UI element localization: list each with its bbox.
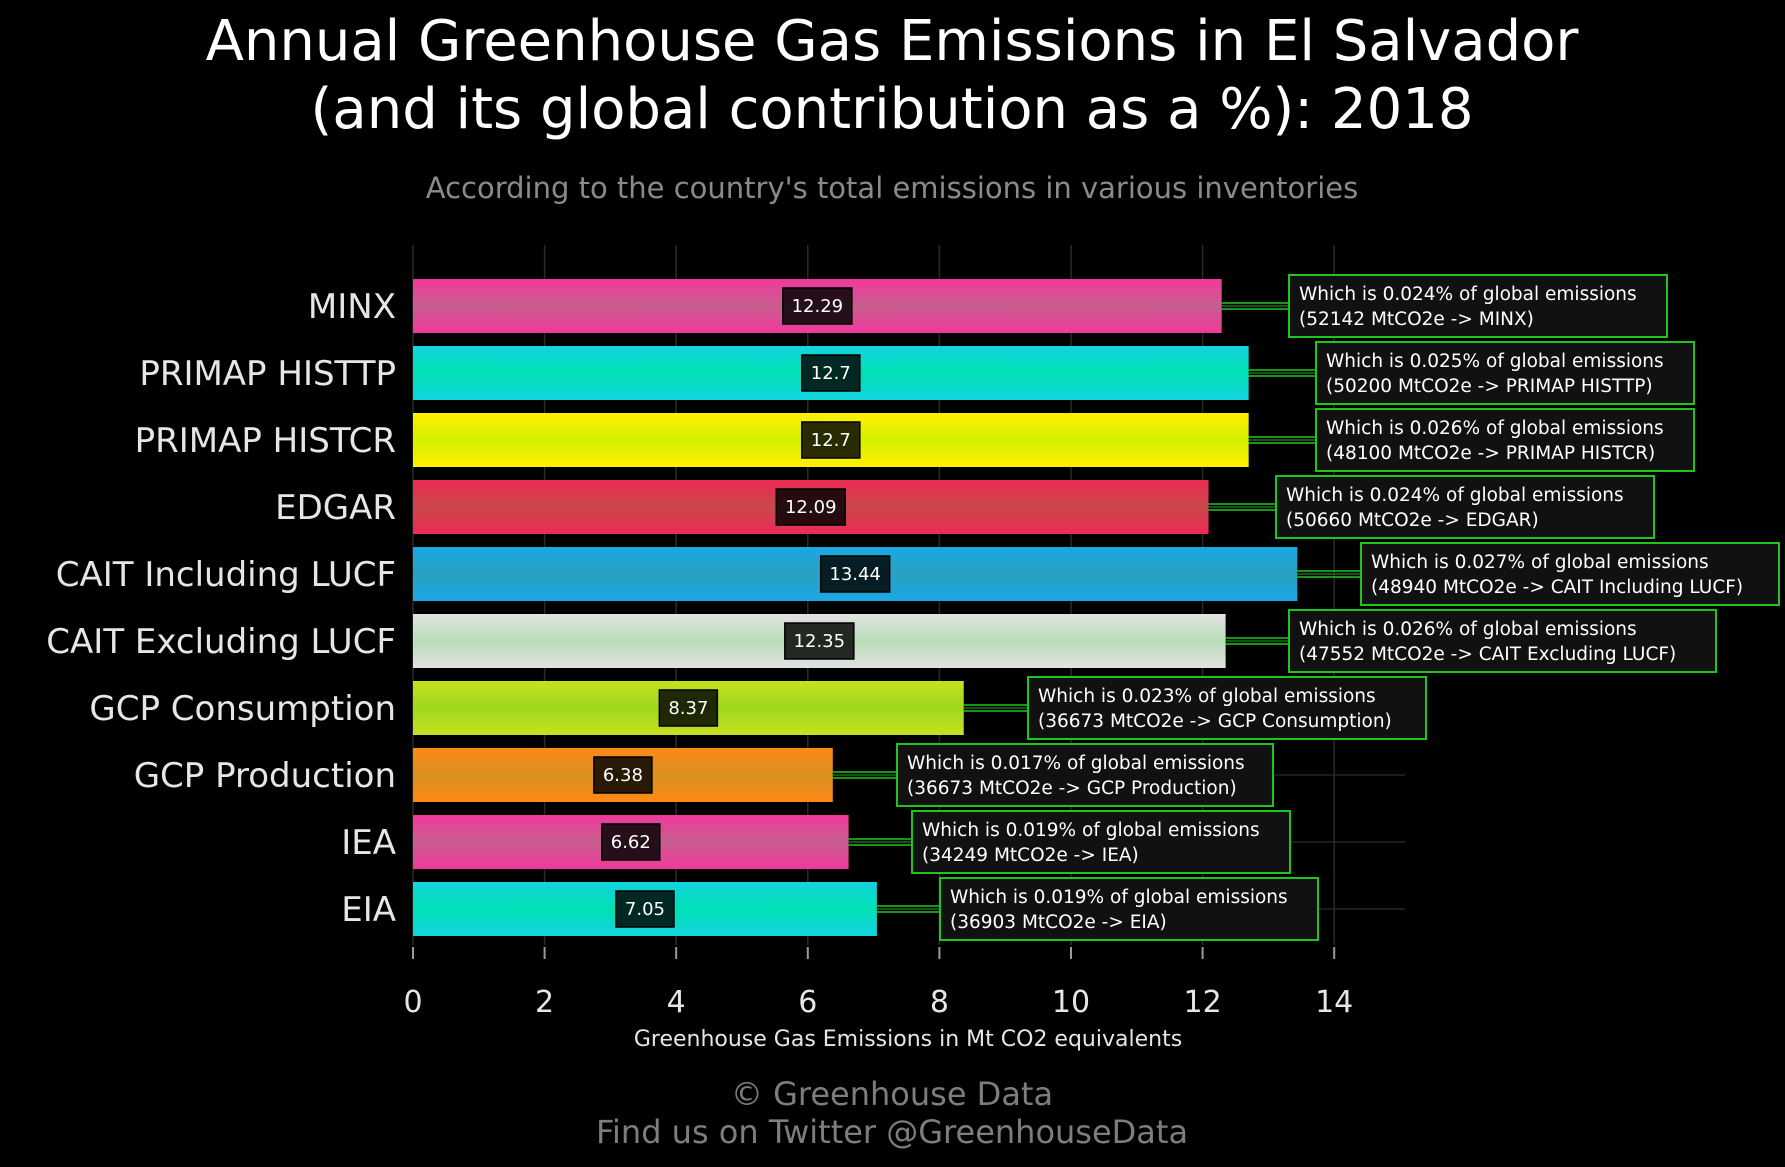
value-label: 12.35	[794, 631, 846, 652]
annotation-box	[1288, 609, 1717, 673]
annotation-line-2: (48100 MtCO2e -> PRIMAP HISTCR)	[1326, 443, 1655, 464]
value-label-box	[601, 823, 661, 861]
x-tick-label: 2	[535, 985, 554, 1020]
x-tick-label: 12	[1184, 985, 1222, 1020]
value-label: 12.09	[785, 497, 837, 518]
category-label: IEA	[341, 823, 396, 863]
value-label: 7.05	[625, 899, 665, 920]
annotation-line-2: (52142 MtCO2e -> MINX)	[1299, 309, 1534, 330]
chart-title-line-2: (and its global contribution as a %): 20…	[311, 77, 1474, 142]
value-label: 12.7	[811, 430, 851, 451]
value-label-box	[593, 756, 653, 794]
annotation-line-1: Which is 0.027% of global emissions	[1371, 552, 1709, 573]
annotation-box	[1360, 542, 1780, 606]
annotation-line-2: (47552 MtCO2e -> CAIT Excluding LUCF)	[1299, 644, 1676, 665]
value-label: 12.29	[792, 296, 844, 317]
annotation-line-1: Which is 0.025% of global emissions	[1326, 351, 1664, 372]
footer-twitter: Find us on Twitter @GreenhouseData	[596, 1113, 1188, 1151]
annotation-box	[896, 743, 1274, 807]
annotation-box	[1288, 274, 1668, 338]
annotation-box	[911, 810, 1291, 874]
x-tick-label: 4	[667, 985, 686, 1020]
value-label-box	[658, 689, 719, 727]
annotation-line-2: (36673 MtCO2e -> GCP Production)	[907, 778, 1237, 799]
annotation-line-1: Which is 0.026% of global emissions	[1299, 619, 1637, 640]
value-label-box	[819, 555, 891, 593]
x-tick-label: 6	[798, 985, 817, 1020]
value-label-box	[784, 622, 855, 660]
x-axis-title: Greenhouse Gas Emissions in Mt CO2 equiv…	[634, 1027, 1182, 1052]
value-label-box	[615, 890, 675, 928]
value-label: 8.37	[668, 698, 708, 719]
annotation-line-1: Which is 0.024% of global emissions	[1299, 284, 1637, 305]
annotation-line-2: (50660 MtCO2e -> EDGAR)	[1286, 510, 1539, 531]
x-tick-label: 10	[1052, 985, 1090, 1020]
annotation-line-1: Which is 0.017% of global emissions	[907, 753, 1245, 774]
annotation-line-1: Which is 0.024% of global emissions	[1286, 485, 1624, 506]
value-label-box	[782, 287, 853, 325]
annotation-line-1: Which is 0.026% of global emissions	[1326, 418, 1664, 439]
footer-copyright: © Greenhouse Data	[731, 1075, 1053, 1113]
category-label: EIA	[341, 890, 396, 930]
category-label: PRIMAP HISTTP	[139, 354, 396, 394]
category-label: PRIMAP HISTCR	[135, 421, 396, 461]
value-label-box	[801, 421, 861, 459]
category-label: CAIT Including LUCF	[56, 555, 396, 595]
category-labels: MINX PRIMAP HISTTP PRIMAP HISTCR EDGAR CAIT …	[46, 287, 396, 930]
annotation-box	[1315, 408, 1695, 472]
annotation-line-1: Which is 0.019% of global emissions	[922, 820, 1260, 841]
category-label: GCP Consumption	[89, 689, 396, 729]
annotation-line-2: (34249 MtCO2e -> IEA)	[922, 845, 1139, 866]
category-label: EDGAR	[275, 488, 396, 528]
x-tick-label: 14	[1315, 985, 1353, 1020]
annotation-line-2: (48940 MtCO2e -> CAIT Including LUCF)	[1371, 577, 1743, 598]
value-label: 12.7	[811, 363, 851, 384]
annotation-line-1: Which is 0.019% of global emissions	[950, 887, 1288, 908]
value-label: 6.38	[603, 765, 643, 786]
annotation-box	[1315, 341, 1695, 405]
category-label: GCP Production	[134, 756, 396, 796]
annotation-box	[1027, 676, 1427, 740]
value-label-box	[775, 488, 847, 526]
value-label: 13.44	[829, 564, 881, 585]
value-label-box	[801, 354, 861, 392]
annotation-box	[939, 877, 1319, 941]
annotation-line-2: (36903 MtCO2e -> EIA)	[950, 912, 1167, 933]
annotation-line-2: (50200 MtCO2e -> PRIMAP HISTTP)	[1326, 376, 1653, 397]
category-label: CAIT Excluding LUCF	[46, 622, 396, 662]
annotations-layer: Which is 0.024% of global emissions (5214…	[832, 274, 1780, 941]
annotation-line-1: Which is 0.023% of global emissions	[1038, 686, 1376, 707]
category-label: MINX	[308, 287, 396, 327]
x-axis-ticks: 0 2 4 6 8 10 12 14	[403, 947, 1353, 1020]
bars-layer: 12.29 12.7 12.7 12.09 13.44 12.35 8.37 6.38 6.62…	[413, 279, 1298, 936]
x-tick-label: 8	[930, 985, 949, 1020]
x-tick-label: 0	[403, 985, 422, 1020]
annotation-line-2: (36673 MtCO2e -> GCP Consumption)	[1038, 711, 1392, 732]
chart-subtitle: According to the country's total emissio…	[426, 171, 1358, 205]
annotation-box	[1275, 475, 1655, 539]
value-label: 6.62	[611, 832, 651, 853]
chart-title-line-1: Annual Greenhouse Gas Emissions in El Sa…	[206, 9, 1580, 74]
